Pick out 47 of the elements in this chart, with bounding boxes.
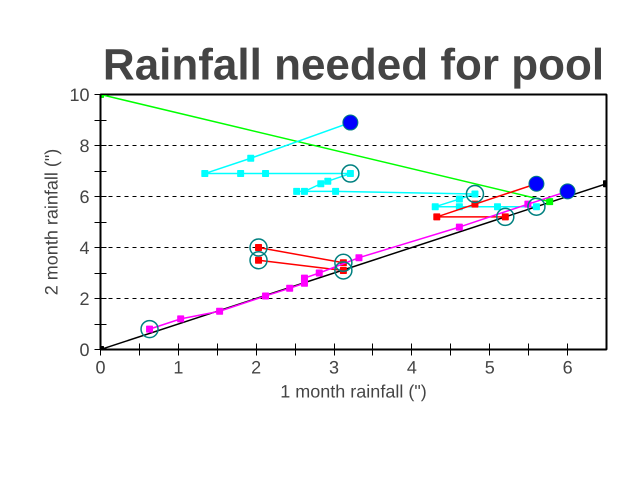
x-tick-label: 4 <box>406 358 417 378</box>
point <box>249 238 268 257</box>
y-axis-title: 2 month rainfall (") <box>41 148 62 296</box>
point <box>332 188 340 195</box>
y-tick-label: 8 <box>79 136 90 156</box>
point <box>324 178 332 185</box>
point <box>341 164 360 183</box>
point <box>262 292 270 300</box>
chart-title: Rainfall needed for pool <box>102 40 604 90</box>
point <box>432 203 439 210</box>
point <box>456 224 463 231</box>
point <box>317 180 324 188</box>
point <box>433 213 440 220</box>
y-tick-label: 2 <box>79 289 90 309</box>
point <box>546 198 554 206</box>
point <box>249 251 268 270</box>
point <box>262 170 270 178</box>
x-tick-label: 3 <box>329 358 340 378</box>
point <box>334 261 353 280</box>
point <box>527 197 546 216</box>
y-tick-label: 4 <box>79 238 90 258</box>
point <box>355 254 362 262</box>
point <box>316 270 323 276</box>
point <box>466 184 484 204</box>
point <box>456 196 463 203</box>
y-tick-label: 0 <box>79 340 90 360</box>
x-tick-label: 1 <box>173 358 184 378</box>
point <box>300 188 308 195</box>
x-axis-title: 1 month rainfall (") <box>280 382 427 402</box>
x-tick-label: 0 <box>95 358 106 378</box>
point <box>494 203 502 210</box>
point <box>177 315 184 322</box>
point <box>140 320 159 338</box>
x-tick-label: 5 <box>484 358 495 378</box>
point <box>286 284 294 292</box>
x-tick-label: 6 <box>562 358 573 378</box>
y-tick-label: 6 <box>79 187 90 207</box>
point <box>201 170 208 178</box>
point <box>300 274 308 282</box>
point <box>293 188 300 195</box>
point <box>237 170 244 178</box>
point <box>247 154 254 162</box>
x-tick-label: 2 <box>251 358 262 378</box>
point <box>496 208 515 226</box>
y-tick-label: 10 <box>69 85 90 105</box>
point <box>334 254 353 272</box>
point <box>216 308 224 315</box>
